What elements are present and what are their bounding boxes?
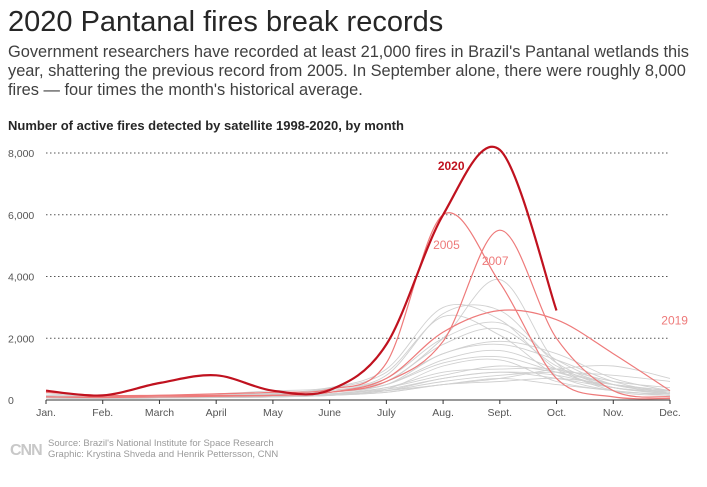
labeled-series [45,212,671,400]
annotation-2020: 2020 [438,159,465,173]
series-line-2002 [45,303,671,397]
annotation-2007: 2007 [482,254,509,268]
y-tick-label: 6,000 [8,210,34,222]
x-tick-label: June [318,407,341,419]
x-tick-label: Aug. [432,407,454,419]
x-tick-label: Oct. [547,407,566,419]
annotation-2019: 2019 [661,314,688,328]
x-tick-label: July [377,407,396,419]
x-tick-label: Dec. [659,407,681,419]
y-tick-label: 0 [8,395,14,407]
series-line-2020 [45,145,558,397]
x-tick-label: Nov. [603,407,624,419]
background-series [45,279,671,399]
cnn-logo-icon: CNN [10,442,43,459]
x-tick-label: April [206,407,227,419]
gridlines: 0 2,000 4,000 6,000 8,000 [8,148,670,407]
y-tick-label: 8,000 [8,148,34,160]
series-line-2005 [45,212,671,400]
graphic-credit: Graphic: Krystina Shveda and Henrik Pett… [48,449,279,460]
x-tick-label: March [145,407,174,419]
series-line-2019 [45,309,671,397]
y-tick-label: 2,000 [8,333,34,345]
annotation-2005: 2005 [433,238,460,252]
annotations: 2020 2005 2007 2019 [433,159,688,328]
x-tick-label: Jan. [36,407,56,419]
x-tick-label: Feb. [92,407,113,419]
series-line-2007 [45,229,671,399]
axes: Jan. Feb. March April May June July Aug. Sept. Oc… [36,399,681,419]
x-tick-label: May [263,407,284,419]
x-tick-label: Sept. [488,407,513,419]
highlight-series [45,145,558,397]
credits: Source: Brazil's National Institute for … [48,438,278,460]
y-tick-label: 4,000 [8,272,34,284]
series-line-2018 [45,377,671,399]
source-note: Source: Brazil's National Institute for … [48,438,274,449]
svg-text:CNN: CNN [10,442,42,459]
chart-axis-description: Number of active fires detected by satel… [8,118,404,133]
chart-title: 2020 Pantanal fires break records [8,6,444,38]
chart-subtitle: Government researchers have recorded at … [8,43,689,99]
